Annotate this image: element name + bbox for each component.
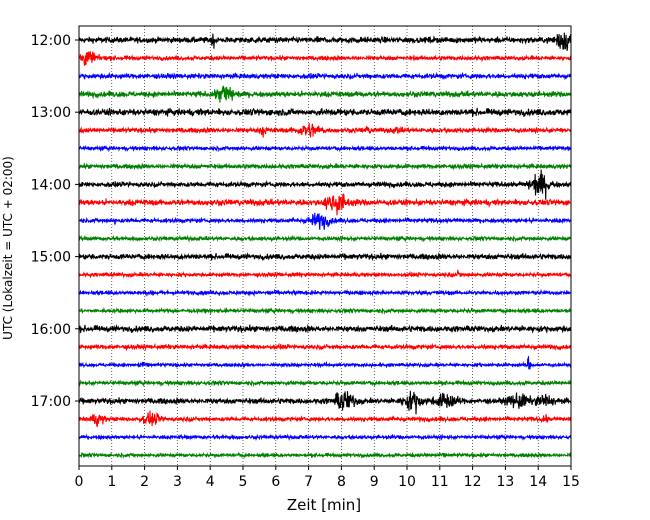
trace-3 (78, 85, 572, 103)
trace-9 (78, 193, 572, 216)
x-tick-label-7: 7 (304, 474, 313, 490)
x-tick-label-0: 0 (75, 474, 84, 490)
y-axis-label: UTC (Lokalzeit = UTC + 02:00) (1, 156, 15, 340)
trace-5 (78, 122, 572, 138)
axes (78, 25, 572, 467)
x-tick-label-13: 13 (496, 474, 514, 490)
trace-15 (78, 307, 572, 315)
x-tick-label-14: 14 (529, 474, 547, 490)
trace-18 (78, 356, 572, 370)
trace-10 (78, 212, 572, 230)
x-tick-label-8: 8 (337, 474, 346, 490)
x-tick-label-12: 12 (464, 474, 482, 490)
trace-0 (78, 32, 572, 51)
x-tick-label-5: 5 (239, 474, 248, 490)
trace-14 (78, 288, 572, 298)
x-grid (111, 26, 539, 466)
trace-12 (78, 252, 572, 262)
trace-21 (78, 410, 572, 428)
y-tick-label-5: 17:00 (31, 394, 71, 410)
y-axis: 12:00 13:00 14:00 15:00 16:00 17:00 (31, 33, 79, 410)
plot-frame (78, 25, 572, 467)
trace-11 (78, 234, 572, 243)
x-tick-label-6: 6 (271, 474, 280, 490)
trace-2 (78, 71, 572, 81)
x-tick-label-10: 10 (398, 474, 416, 490)
trace-23 (78, 451, 572, 459)
x-axis-label: Zeit [min] (287, 496, 361, 514)
x-tick-label-1: 1 (107, 474, 116, 490)
trace-4 (78, 107, 572, 118)
trace-8 (78, 169, 572, 200)
trace-13 (78, 269, 572, 279)
trace-19 (78, 379, 572, 387)
x-tick-label-9: 9 (370, 474, 379, 490)
trace-16 (78, 323, 572, 334)
trace-17 (78, 342, 572, 352)
y-tick-label-1: 13:00 (31, 105, 71, 121)
trace-6 (78, 144, 572, 153)
x-tick-label-4: 4 (206, 474, 215, 490)
x-axis: 0 1 2 3 4 5 6 7 8 9 10 11 12 13 14 15 (75, 466, 580, 490)
y-tick-label-0: 12:00 (31, 33, 71, 49)
trace-7 (78, 162, 572, 171)
traces (78, 32, 572, 459)
x-tick-label-3: 3 (173, 474, 182, 490)
y-tick-label-3: 15:00 (31, 250, 71, 266)
x-tick-label-2: 2 (140, 474, 149, 490)
trace-22 (78, 433, 572, 442)
y-tick-label-2: 14:00 (31, 177, 71, 193)
trace-20 (78, 390, 572, 415)
trace-1 (78, 51, 572, 67)
x-tick-label-11: 11 (431, 474, 449, 490)
x-tick-label-15: 15 (562, 474, 580, 490)
y-tick-label-4: 16:00 (31, 322, 71, 338)
